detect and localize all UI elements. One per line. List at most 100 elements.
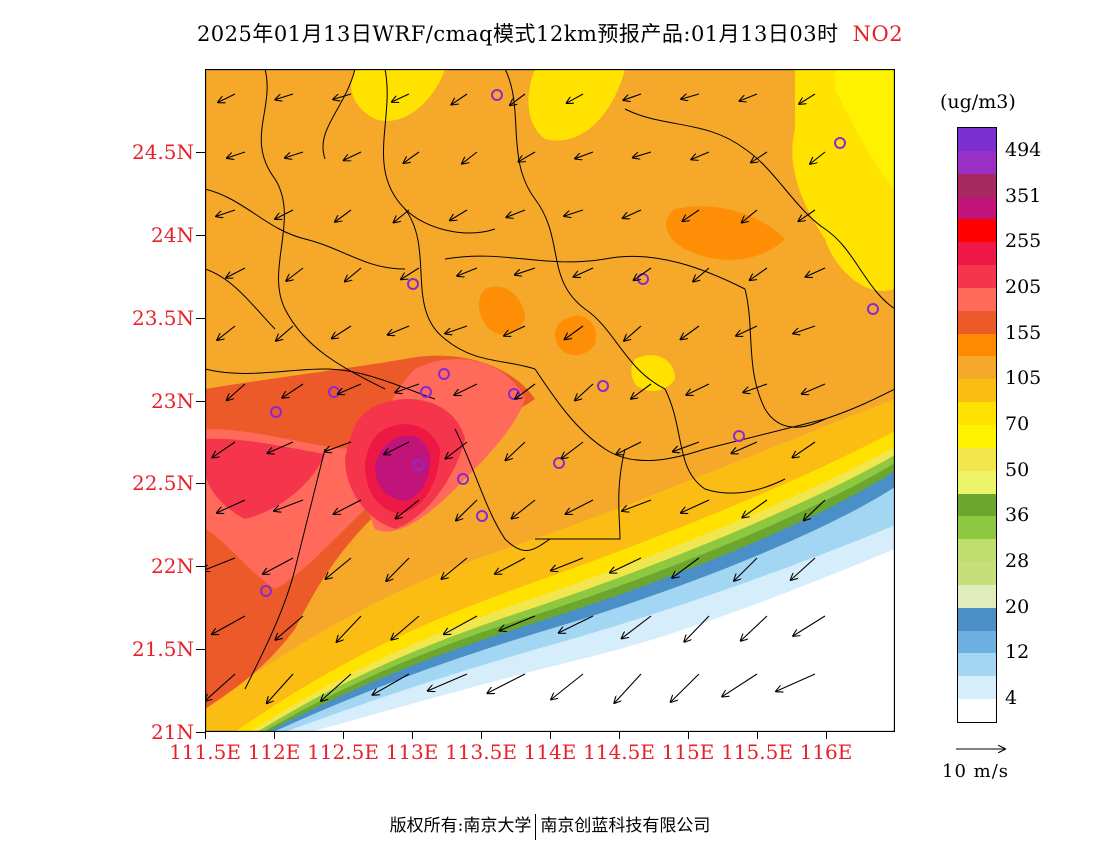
lat-tick — [196, 566, 205, 568]
wind-arrow — [282, 383, 304, 398]
wind-arrow — [325, 441, 352, 452]
wind-arrow — [267, 441, 294, 453]
wind-arrow — [510, 93, 526, 105]
wind-arrow — [518, 151, 536, 162]
colorbar-segment — [958, 219, 996, 243]
patch-1 — [666, 206, 785, 260]
wind-arrow — [634, 267, 652, 280]
colorbar-label: 105 — [1005, 367, 1042, 390]
wind-arrow — [286, 267, 304, 281]
wind-arrow — [462, 151, 478, 164]
lat-label: 23N — [151, 388, 194, 413]
wind-arrow — [736, 325, 758, 336]
colorbar-label: 4 — [1005, 687, 1018, 710]
wind-arrow — [205, 557, 236, 571]
colorbar-segment — [958, 287, 996, 311]
wind-arrow — [750, 267, 768, 280]
colorbar-segment — [958, 584, 996, 608]
colorbar-segment — [958, 379, 996, 403]
title-main: 2025年01月13日WRF/cmaq模式12km预报产品:01月13日03时 — [196, 22, 839, 46]
colorbar-label: 255 — [1005, 230, 1042, 253]
colorbar-segment — [958, 539, 996, 563]
reference-wind-label: 10 m/s — [942, 761, 1009, 782]
lat-tick — [196, 317, 205, 319]
lon-label: 113.5E — [445, 740, 517, 764]
wind-arrow — [499, 615, 536, 631]
band-sea-clean — [310, 549, 895, 732]
wind-arrow — [573, 267, 594, 277]
wind-arrow — [227, 151, 246, 158]
colorbar-label: 351 — [1005, 184, 1042, 207]
colorbar-segment — [958, 150, 996, 174]
lon-tick — [412, 731, 413, 739]
wind-arrow — [451, 93, 468, 105]
wind-arrow — [441, 557, 468, 579]
cn-yellow — [631, 355, 675, 391]
wind-arrow — [372, 673, 410, 695]
wind-arrow — [392, 93, 410, 102]
lat-label: 22.5N — [131, 471, 194, 496]
colorbar-segment — [958, 310, 996, 334]
lat-label: 24.5N — [131, 139, 194, 164]
colorbar-label: 50 — [1005, 458, 1030, 481]
wind-arrow — [802, 383, 826, 394]
wind-arrow — [445, 441, 468, 459]
wind-arrow — [386, 557, 410, 581]
colorbar-segment — [958, 676, 996, 700]
lon-tick — [826, 731, 827, 739]
lon-tick — [481, 731, 482, 739]
top-yellow — [351, 69, 445, 121]
colorbar-label: 28 — [1005, 550, 1030, 573]
wind-arrow — [205, 673, 236, 701]
wind-arrow — [403, 151, 420, 163]
wind-arrow — [275, 93, 294, 100]
wind-arrow — [793, 325, 816, 334]
wind-arrow — [691, 151, 710, 160]
wind-arrow — [456, 499, 478, 521]
wind-arrow — [671, 673, 700, 702]
wind-arrow — [393, 209, 410, 223]
wind-arrow — [742, 499, 768, 518]
wind-arrow — [566, 93, 584, 103]
wind-arrow — [792, 441, 816, 458]
wind-arrow — [332, 325, 352, 339]
wind-arrow — [336, 615, 362, 642]
wind-arrow — [274, 499, 304, 511]
plume-255 — [205, 438, 325, 519]
wind-arrow — [384, 441, 410, 455]
lat-label: 24N — [151, 222, 194, 247]
wind-arrow — [454, 383, 478, 395]
wind-arrow — [722, 673, 758, 697]
lon-label: 114E — [523, 740, 577, 764]
wind-arrow — [511, 499, 536, 519]
wind-arrow — [345, 267, 362, 282]
wind-arrow — [285, 151, 304, 158]
wind-arrow — [275, 209, 294, 219]
wind-arrow — [565, 499, 594, 514]
lat-tick — [196, 649, 205, 651]
lon-label: 116E — [799, 740, 853, 764]
colorbar-segment — [958, 447, 996, 471]
wind-arrow — [561, 441, 584, 459]
wind-arrow — [212, 441, 236, 458]
wind-arrow — [504, 325, 526, 336]
wind-arrow — [505, 441, 526, 460]
colorbar-segment — [958, 516, 996, 540]
wind-arrow — [793, 615, 826, 636]
colorbar — [957, 127, 997, 723]
wind-arrow — [684, 615, 710, 642]
wind-arrow — [334, 499, 362, 514]
lon-tick — [274, 731, 275, 739]
wind-arrow — [217, 325, 236, 340]
lon-label: 115E — [661, 740, 715, 764]
wind-arrow — [741, 615, 768, 641]
colorbar-segment — [958, 173, 996, 197]
chart-title: 2025年01月13日WRF/cmaq模式12km预报产品:01月13日03时 N… — [0, 18, 1100, 48]
wind-arrow — [564, 209, 584, 216]
wind-arrow — [218, 93, 236, 102]
lon-label: 115.5E — [721, 740, 793, 764]
wind-arrow — [391, 615, 420, 640]
lat-label: 22N — [151, 554, 194, 579]
wind-arrow — [450, 209, 468, 221]
colorbar-segment — [958, 630, 996, 654]
